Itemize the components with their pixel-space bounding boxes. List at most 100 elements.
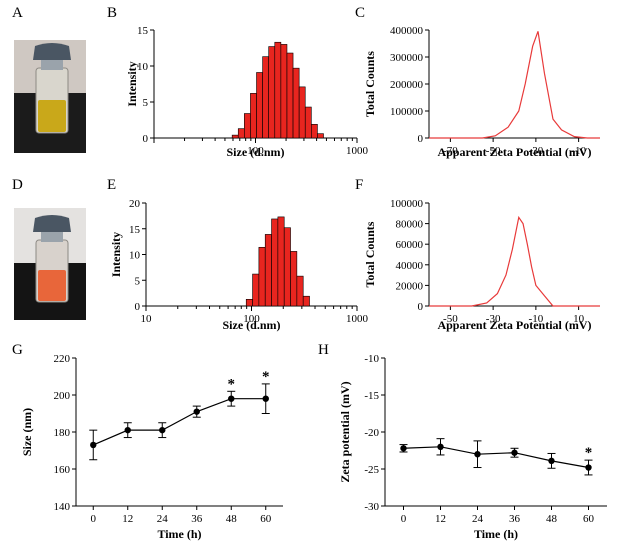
x-tick-label-g: 24 <box>157 513 169 525</box>
chart-c: 0 100000 200000 300000 400000 -70 -50 -30 -10App… <box>363 25 600 159</box>
y-tick-label-c: 0 <box>418 133 424 145</box>
y-tick-label-b: 0 <box>143 133 149 145</box>
y-tick-label-e: 10 <box>129 250 141 262</box>
histogram-bar <box>262 56 269 139</box>
vial-photo-a <box>14 40 86 153</box>
y-axis-label-e: Intensity <box>109 232 123 277</box>
histogram-bar <box>258 246 266 307</box>
significance-star: * <box>585 445 593 461</box>
histogram-bar <box>283 227 291 307</box>
x-axis-label-c: Apparent Zeta Potential (mV) <box>437 145 591 159</box>
histogram-bar <box>271 218 279 307</box>
x-axis-label-h: Time (h) <box>474 527 518 541</box>
x-tick-label-h: 12 <box>435 513 446 525</box>
histogram-bar <box>268 46 276 139</box>
y-tick-label-f: 80000 <box>396 219 424 231</box>
x-axis-label-g: Time (h) <box>157 527 201 541</box>
series-line <box>403 446 589 469</box>
y-tick-label-e: 15 <box>129 224 141 236</box>
x-tick-label-h: 0 <box>401 513 407 525</box>
y-tick-label-f: 0 <box>418 301 424 313</box>
x-tick-label-f: 10 <box>573 313 585 325</box>
y-tick-label-g: 140 <box>54 501 71 513</box>
y-tick-label-g: 200 <box>54 390 71 402</box>
y-tick-label-h: -30 <box>364 501 379 513</box>
panel-label-d: D <box>12 177 23 193</box>
data-point <box>474 451 481 458</box>
histogram-bar <box>311 124 318 139</box>
y-tick-label-f: 40000 <box>396 260 424 272</box>
significance-star: * <box>262 369 270 385</box>
x-tick-label-g: 36 <box>191 513 203 525</box>
x-tick-label-h: 48 <box>546 513 558 525</box>
histogram-bar <box>304 106 312 139</box>
x-tick-label-e: 100 <box>243 313 260 325</box>
histogram-bar <box>256 72 263 139</box>
y-tick-label-e: 5 <box>135 275 141 287</box>
x-tick-label-c: -70 <box>443 145 458 157</box>
y-tick-label-e: 0 <box>135 301 141 313</box>
data-point <box>548 457 555 465</box>
y-tick-label-b: 5 <box>143 97 149 109</box>
y-axis-label-h: Zeta potential (mV) <box>338 381 352 482</box>
histogram-bar <box>290 251 298 307</box>
panel-label-a: A <box>12 5 23 21</box>
data-point <box>124 426 131 434</box>
histogram-bar <box>252 273 260 307</box>
histogram-bar <box>277 216 285 307</box>
x-tick-label-g: 0 <box>91 513 97 525</box>
histogram-bar <box>250 93 257 139</box>
panel-label-c: C <box>355 5 365 21</box>
zeta-series-line <box>429 215 600 307</box>
x-tick-label-b: 1000 <box>346 145 369 157</box>
y-tick-label-g: 180 <box>54 427 71 439</box>
x-tick-label-h: 24 <box>472 513 484 525</box>
y-tick-label-c: 100000 <box>390 106 424 118</box>
y-axis-label-f: Total Counts <box>363 221 377 287</box>
y-tick-label-e: 20 <box>129 198 141 210</box>
y-tick-label-f: 60000 <box>396 239 424 251</box>
histogram-bar <box>264 234 272 307</box>
y-tick-label-f: 100000 <box>390 198 424 210</box>
y-axis-label-c: Total Counts <box>363 51 377 117</box>
x-tick-label-g: 48 <box>226 513 238 525</box>
histogram-bar <box>302 295 310 307</box>
chart-e: 0 5 10 15 20 10 100 1000 Size (d.nm) Intensity <box>109 198 369 332</box>
histogram-bar <box>245 299 253 307</box>
x-tick-label-h: 36 <box>509 513 521 525</box>
x-tick-label-c: -10 <box>571 145 586 157</box>
y-tick-label-c: 200000 <box>390 79 424 91</box>
y-tick-label-h: -10 <box>364 353 379 365</box>
histogram-bar <box>317 133 324 139</box>
series-line <box>93 398 266 446</box>
significance-star: * <box>228 376 236 392</box>
y-tick-label-b: 15 <box>137 25 149 37</box>
histogram-bar <box>298 86 306 139</box>
y-tick-label-h: -15 <box>364 390 379 402</box>
x-tick-label-f: -50 <box>443 313 458 325</box>
y-tick-label-b: 10 <box>137 61 149 73</box>
panel-label-g: G <box>12 342 23 358</box>
chart-f: 0 20000 40000 60000 80000 100000 -50 -30 -10 10Ap… <box>363 198 600 332</box>
y-tick-label-f: 20000 <box>396 280 424 292</box>
y-tick-label-c: 300000 <box>390 52 424 64</box>
zeta-series-line <box>429 31 600 139</box>
histogram-bar <box>231 134 239 139</box>
data-point <box>585 464 592 471</box>
histogram-bar <box>292 67 300 139</box>
chart-b: 0 5 10 15 100 1000 Size (d.nm) Intensity <box>125 25 369 159</box>
data-point <box>159 426 166 434</box>
panel-label-f: F <box>355 177 363 193</box>
data-point <box>437 443 444 450</box>
y-tick-label-c: 400000 <box>390 25 424 37</box>
vial-photo-d <box>14 208 86 320</box>
x-axis-label-b: Size (d.nm) <box>227 145 285 159</box>
x-tick-label-g: 60 <box>260 513 272 525</box>
x-tick-label-e: 1000 <box>346 313 369 325</box>
y-tick-label-g: 160 <box>54 464 71 476</box>
chart-g: 140 160 180 200 220 0 12 24 36 48 60 Time (h) Size (… <box>20 353 283 541</box>
x-tick-label-f: -30 <box>486 313 501 325</box>
y-axis-label-g: Size (nm) <box>20 408 34 456</box>
y-tick-label-h: -25 <box>364 464 379 476</box>
